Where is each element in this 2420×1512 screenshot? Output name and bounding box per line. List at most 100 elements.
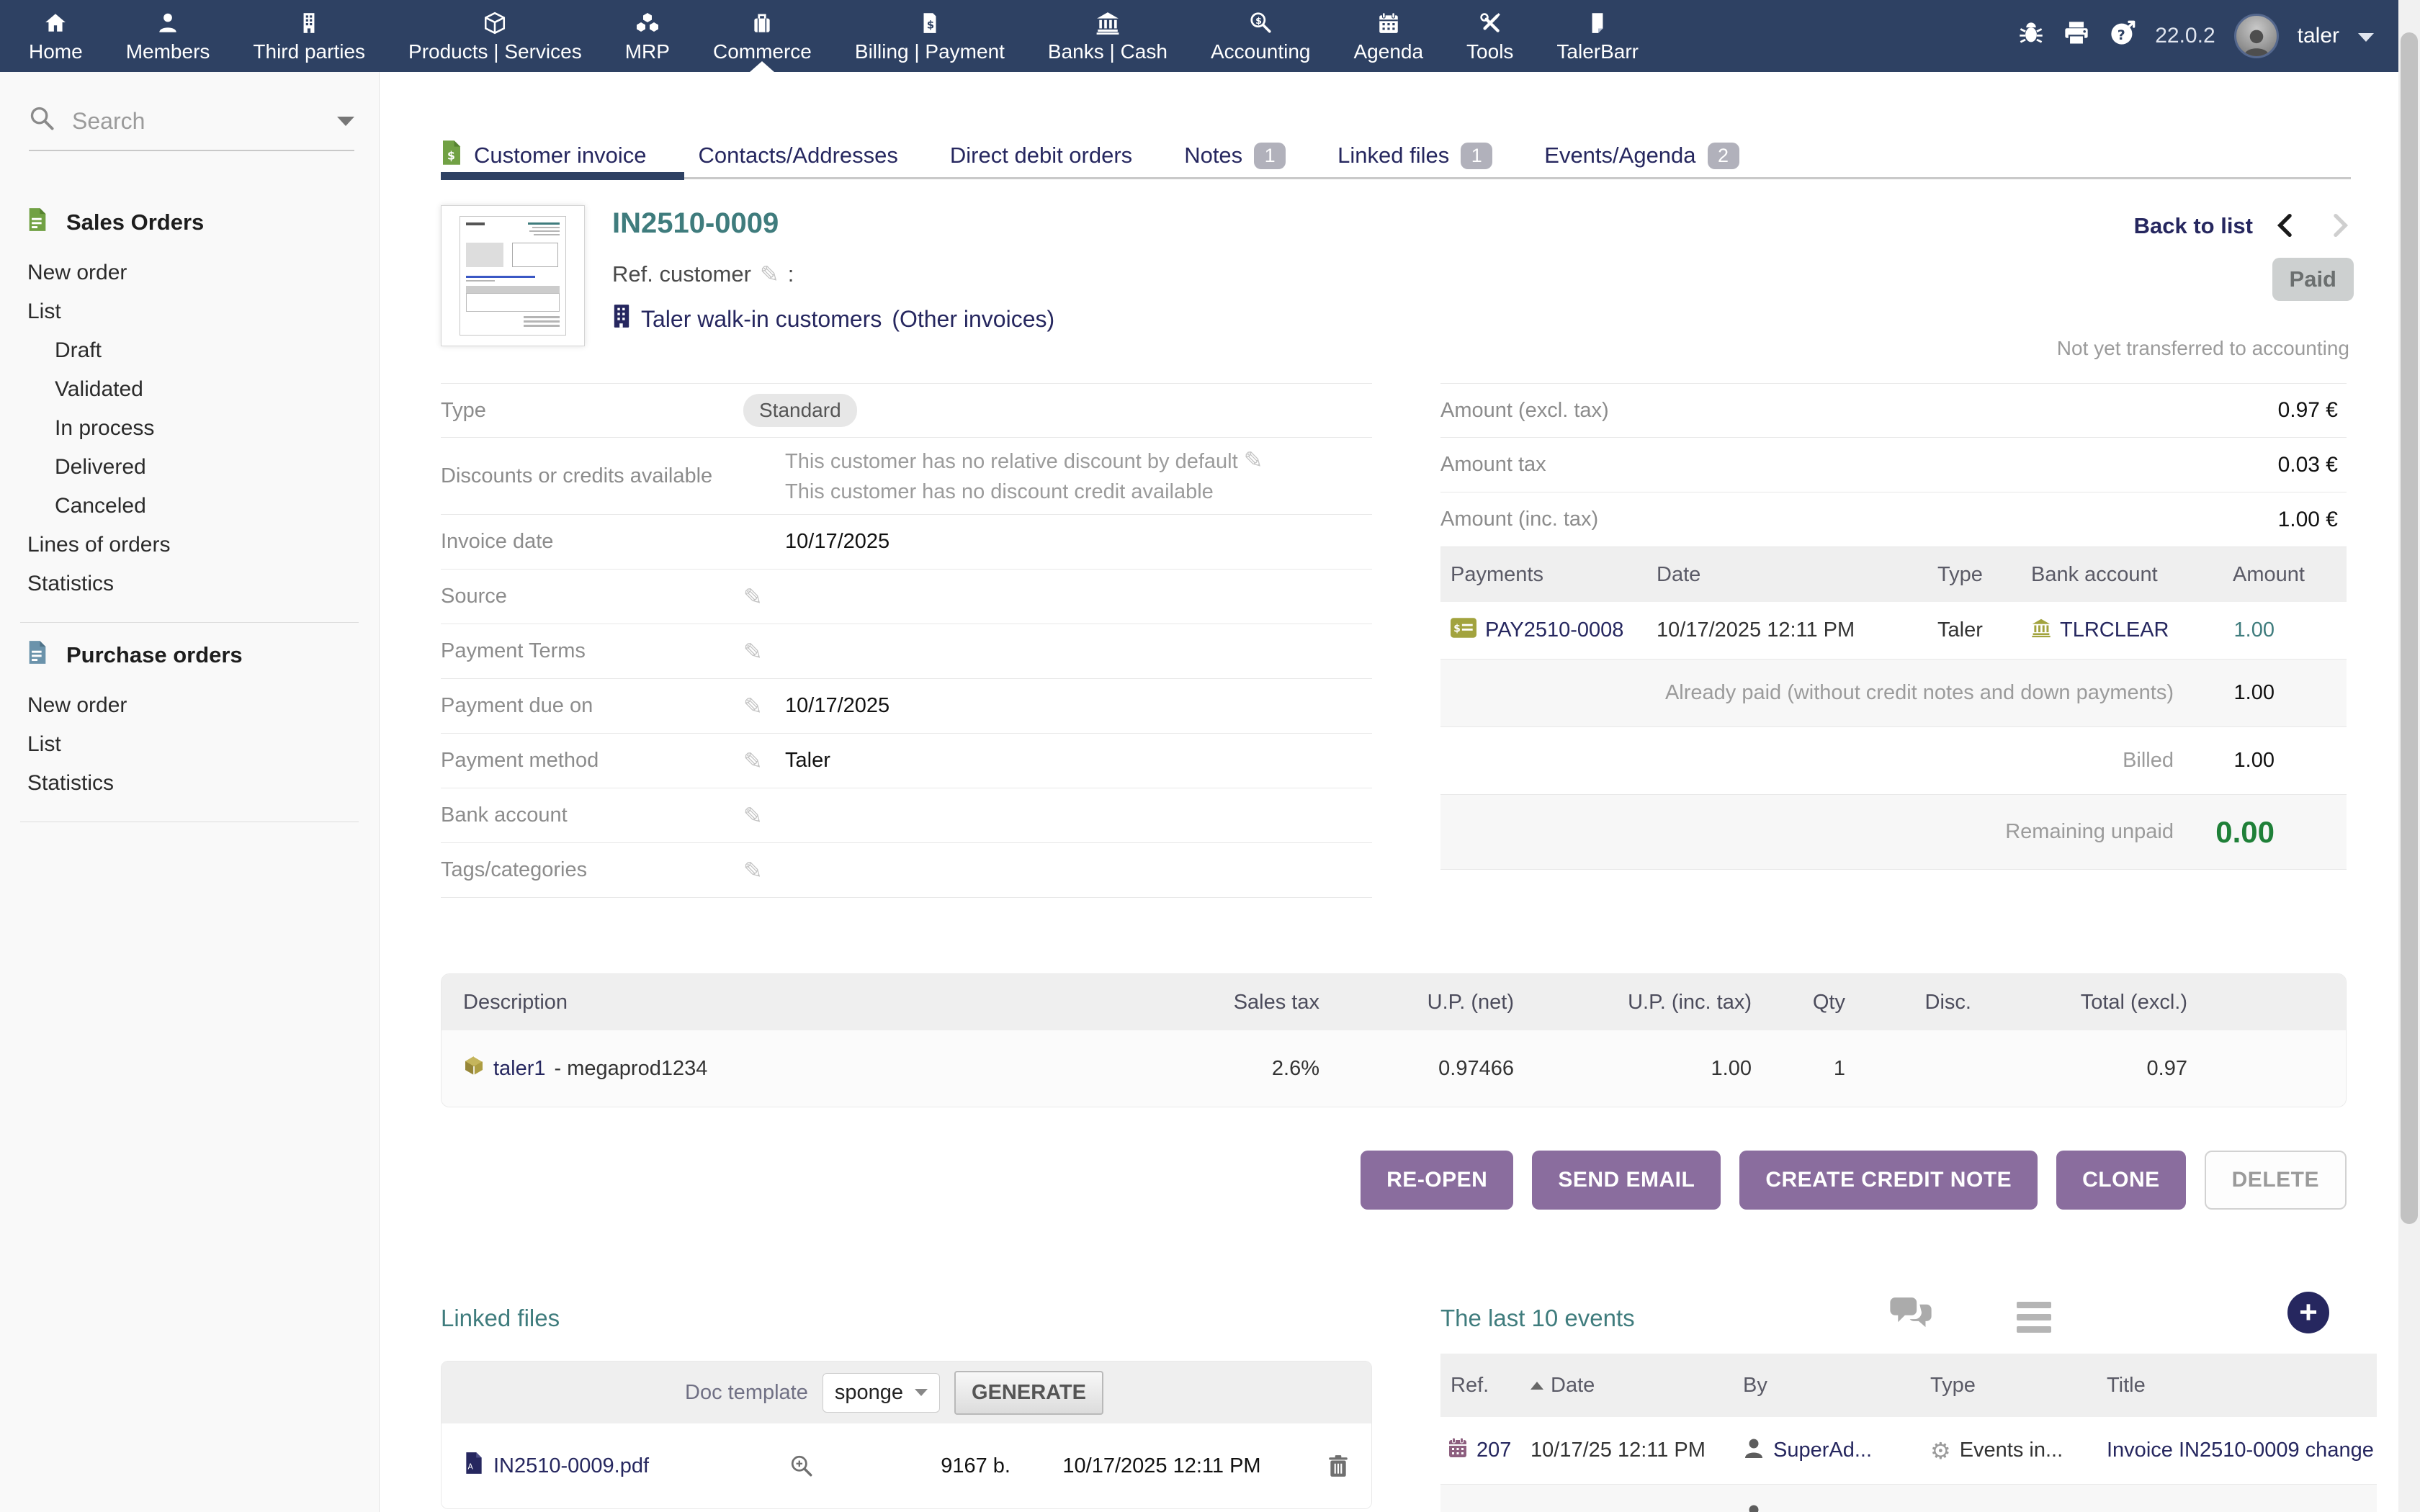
chevron-right-icon[interactable] <box>2329 213 2351 243</box>
chevron-down-icon[interactable] <box>337 116 354 126</box>
product-cube-icon <box>463 1055 485 1082</box>
sidebar-item-po-statistics[interactable]: Statistics <box>27 771 115 795</box>
payment-row: $ PAY2510-0008 10/17/2025 12:11 PM Taler… <box>1440 602 2347 660</box>
main-content: $ Customer invoice Contacts/Addresses Di… <box>380 72 2398 1512</box>
nav-members[interactable]: Members <box>104 0 232 72</box>
delete-button[interactable]: DELETE <box>2204 1151 2347 1210</box>
event-title-link[interactable]: Invoice IN2510-0009 change <box>2107 1439 2374 1462</box>
payment-ref-link[interactable]: PAY2510-0008 <box>1485 618 1624 642</box>
detail-row-discounts: Discounts or credits available This cust… <box>441 438 1372 515</box>
delete-file-icon[interactable] <box>1313 1454 1371 1477</box>
sidebar-item-po-new-order[interactable]: New order <box>27 693 127 717</box>
remaining-unpaid-value: 0.00 <box>2215 814 2275 849</box>
user-menu[interactable]: taler <box>2297 24 2339 48</box>
sidebar-item-new-order[interactable]: New order <box>27 261 127 284</box>
product-desc: - megaprod1234 <box>554 1056 708 1080</box>
purchase-orders-title[interactable]: Purchase orders <box>0 640 379 670</box>
bank-account-link[interactable]: TLRCLEAR <box>2060 618 2169 642</box>
tab-linked-files[interactable]: Linked files 1 <box>1337 142 1493 169</box>
sidebar-item-po-list[interactable]: List <box>27 732 61 756</box>
tab-customer-invoice[interactable]: $ Customer invoice <box>441 140 646 171</box>
nav-billing-payment[interactable]: $ Billing | Payment <box>833 0 1026 72</box>
action-buttons: RE-OPEN SEND EMAIL CREATE CREDIT NOTE CL… <box>1361 1151 2347 1210</box>
sidebar-divider <box>20 622 359 623</box>
avatar[interactable] <box>2233 14 2279 58</box>
page-scrollbar[interactable] <box>2398 0 2420 1512</box>
sidebar-item-list[interactable]: List <box>27 300 61 323</box>
invoice-icon: $ <box>441 140 462 171</box>
create-credit-note-button[interactable]: CREATE CREDIT NOTE <box>1739 1151 2038 1210</box>
help-icon[interactable]: ? <box>2109 19 2136 53</box>
edit-icon[interactable]: ✎ <box>759 261 779 287</box>
remaining-unpaid-row: Remaining unpaid 0.00 <box>1440 795 2347 870</box>
sidebar: Sales Orders New order List Draft Valida… <box>0 72 380 1512</box>
sales-orders-title[interactable]: Sales Orders <box>0 207 379 238</box>
sidebar-item-delivered[interactable]: Delivered <box>55 455 146 479</box>
add-event-button[interactable]: + <box>2287 1292 2329 1333</box>
chevron-down-icon[interactable] <box>2358 33 2374 42</box>
nav-accounting[interactable]: $ Accounting <box>1189 0 1332 72</box>
already-paid-row: Already paid (without credit notes and d… <box>1440 660 2347 727</box>
scrollbar-thumb[interactable] <box>2401 32 2418 1224</box>
send-email-button[interactable]: SEND EMAIL <box>1532 1151 1721 1210</box>
nav-tools[interactable]: Tools <box>1445 0 1535 72</box>
chevron-left-icon[interactable] <box>2275 213 2296 243</box>
tab-bar: $ Customer invoice Contacts/Addresses Di… <box>441 135 1739 176</box>
line-total: 0.97 <box>2146 1056 2187 1080</box>
nav-mrp[interactable]: MRP <box>604 0 691 72</box>
nav-agenda[interactable]: Agenda <box>1332 0 1446 72</box>
zoom-file-icon[interactable] <box>758 1454 845 1478</box>
nav-home[interactable]: Home <box>7 0 104 72</box>
payments-table-header: Payments Date Type Bank account Amount <box>1440 547 2347 602</box>
edit-icon[interactable]: ✎ <box>743 583 763 610</box>
generate-button[interactable]: GENERATE <box>954 1370 1103 1415</box>
tab-events-agenda[interactable]: Events/Agenda 2 <box>1544 142 1739 169</box>
amount-incl-value: 1.00 € <box>2277 507 2338 531</box>
payment-method-value: Taler <box>785 749 830 772</box>
notes-count-badge: 1 <box>1254 142 1286 169</box>
sidebar-item-lines-of-orders[interactable]: Lines of orders <box>27 533 171 557</box>
bug-icon[interactable] <box>2018 20 2044 52</box>
edit-icon[interactable]: ✎ <box>743 638 763 665</box>
edit-icon[interactable]: ✎ <box>743 747 763 774</box>
product-link[interactable]: taler1 <box>493 1056 546 1080</box>
bank-icon <box>1095 9 1120 35</box>
invoice-preview-thumbnail[interactable] <box>441 205 585 346</box>
doc-template-select[interactable]: sponge <box>822 1372 941 1413</box>
print-icon[interactable] <box>2063 20 2090 52</box>
tab-notes[interactable]: Notes 1 <box>1184 142 1286 169</box>
company-link[interactable]: Taler walk-in customers <box>641 305 882 332</box>
edit-icon[interactable]: ✎ <box>743 857 763 883</box>
sidebar-item-canceled[interactable]: Canceled <box>55 494 146 518</box>
file-link[interactable]: A IN2510-0009.pdf <box>442 1452 758 1480</box>
nav-products-services[interactable]: Products | Services <box>387 0 604 72</box>
sidebar-item-in-process[interactable]: In process <box>55 416 155 440</box>
nav-commerce[interactable]: Commerce <box>691 0 833 72</box>
tab-contacts-addresses[interactable]: Contacts/Addresses <box>698 143 898 168</box>
chevron-down-icon <box>915 1389 928 1396</box>
edit-icon[interactable]: ✎ <box>1243 447 1263 473</box>
nav-third-parties[interactable]: Third parties <box>231 0 387 72</box>
nav-banks-cash[interactable]: Banks | Cash <box>1026 0 1189 72</box>
back-to-list-link[interactable]: Back to list <box>2133 213 2253 238</box>
comments-icon[interactable] <box>1889 1296 1932 1336</box>
sidebar-item-validated[interactable]: Validated <box>55 377 143 401</box>
detail-row-invoice-date: Invoice date 10/17/2025 <box>441 515 1372 570</box>
events-count-badge: 2 <box>1707 142 1739 169</box>
sidebar-item-statistics[interactable]: Statistics <box>27 572 115 595</box>
sidebar-item-draft[interactable]: Draft <box>55 338 102 362</box>
clone-button[interactable]: CLONE <box>2056 1151 2186 1210</box>
edit-icon[interactable]: ✎ <box>743 693 763 719</box>
type-badge: Standard <box>743 394 857 427</box>
event-ref-link[interactable]: 207 <box>1476 1439 1512 1462</box>
tab-direct-debit-orders[interactable]: Direct debit orders <box>949 143 1133 168</box>
edit-icon[interactable]: ✎ <box>743 802 763 829</box>
sidebar-search <box>29 105 354 151</box>
event-user-link[interactable]: SuperAd... <box>1773 1439 1873 1462</box>
search-input[interactable] <box>71 107 308 135</box>
nav-talerbarr[interactable]: TalerBarr <box>1535 0 1660 72</box>
reopen-button[interactable]: RE-OPEN <box>1361 1151 1514 1210</box>
svg-text:A: A <box>467 1462 473 1472</box>
list-view-icon[interactable] <box>2017 1302 2051 1338</box>
company-suffix[interactable]: (Other invoices) <box>892 305 1055 332</box>
